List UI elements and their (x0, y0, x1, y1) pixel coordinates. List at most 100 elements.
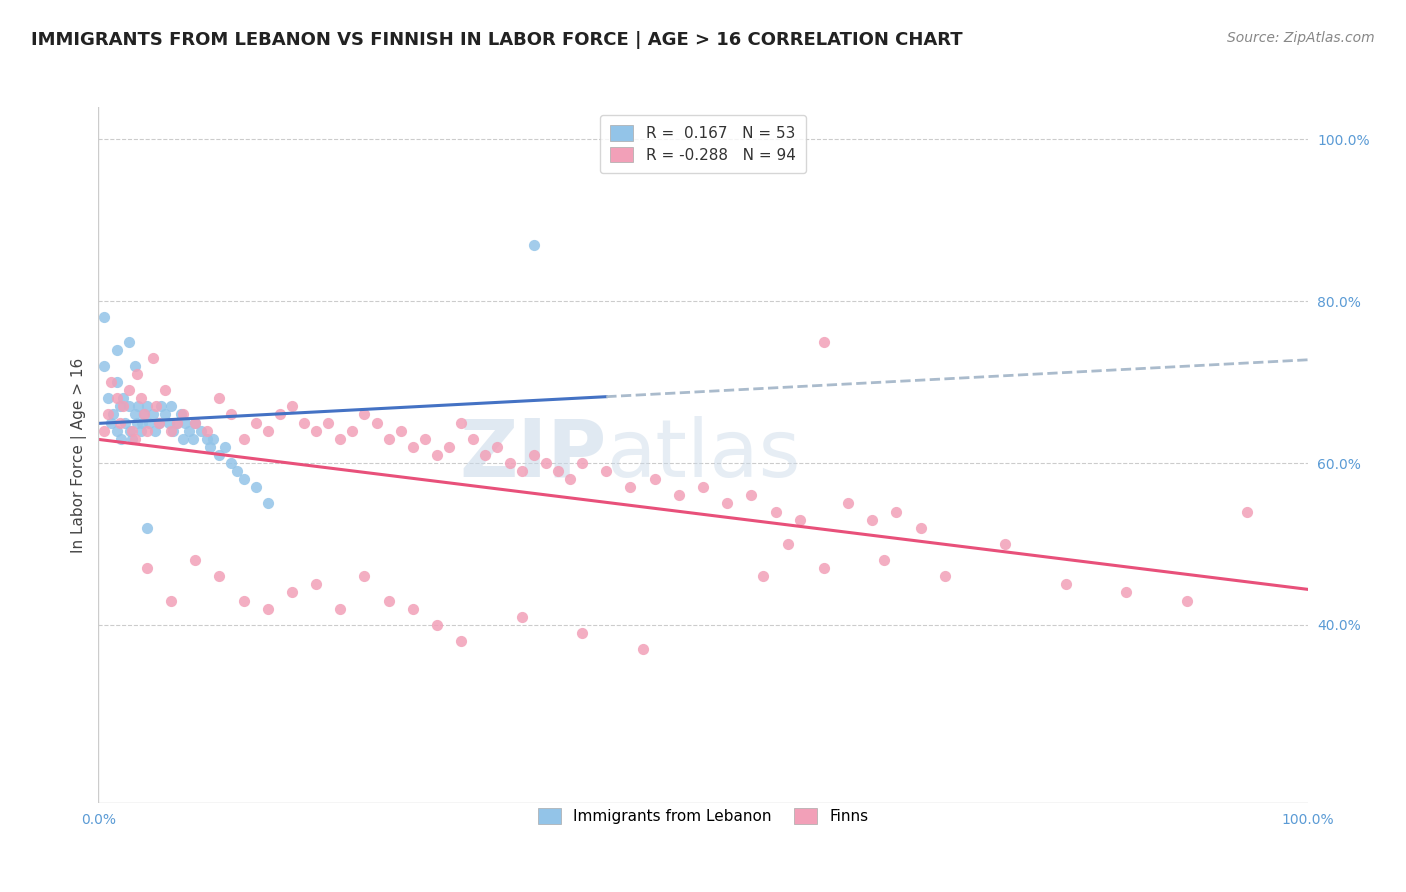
Point (571, 456, 593, 470)
Point (450, 634, 472, 648)
Point (232, 432, 254, 446)
Point (166, 416, 188, 430)
Point (214, 440, 236, 454)
Point (150, 400, 173, 414)
Point (1236, 504, 1258, 518)
Point (160, 593, 183, 607)
Point (510, 464, 533, 478)
Point (232, 593, 254, 607)
Point (813, 334, 835, 349)
Point (172, 408, 194, 422)
Point (179, 424, 201, 438)
Point (138, 416, 160, 430)
Point (281, 585, 304, 599)
Point (160, 424, 183, 438)
Point (169, 408, 191, 422)
Text: Source: ZipAtlas.com: Source: ZipAtlas.com (1227, 31, 1375, 45)
Point (198, 440, 221, 454)
Point (402, 440, 425, 454)
Point (389, 424, 412, 438)
Point (108, 400, 131, 414)
Point (813, 561, 835, 575)
Point (100, 375, 122, 389)
Point (1054, 577, 1077, 591)
Point (110, 432, 132, 446)
Point (145, 400, 167, 414)
Legend: Immigrants from Lebanon, Finns: Immigrants from Lebanon, Finns (529, 799, 877, 833)
Y-axis label: In Labor Force | Age > 16: In Labor Force | Age > 16 (72, 358, 87, 552)
Point (837, 496, 859, 510)
Point (486, 440, 509, 454)
Point (256, 424, 278, 438)
Point (886, 504, 908, 518)
Point (202, 432, 225, 446)
Text: IMMIGRANTS FROM LEBANON VS FINNISH IN LABOR FORCE | AGE > 16 CORRELATION CHART: IMMIGRANTS FROM LEBANON VS FINNISH IN LA… (31, 31, 963, 49)
Point (127, 367, 149, 381)
Point (166, 416, 188, 430)
Point (631, 642, 654, 657)
Point (305, 577, 328, 591)
Point (595, 464, 617, 478)
Point (221, 408, 243, 422)
Point (208, 392, 231, 406)
Point (329, 601, 352, 615)
Point (93, 310, 115, 325)
Point (148, 416, 170, 430)
Point (256, 601, 278, 615)
Point (118, 334, 141, 349)
Point (873, 553, 896, 567)
Point (221, 456, 243, 470)
Point (124, 408, 146, 422)
Point (135, 400, 157, 414)
Point (740, 488, 762, 502)
Point (226, 464, 249, 478)
Point (135, 521, 157, 535)
Point (994, 537, 1017, 551)
Point (195, 432, 218, 446)
Point (118, 424, 141, 438)
Point (134, 408, 156, 422)
Point (93, 359, 115, 373)
Point (619, 480, 641, 494)
Point (558, 472, 581, 486)
Point (208, 448, 231, 462)
Point (305, 424, 328, 438)
Point (437, 440, 460, 454)
Point (256, 496, 278, 510)
Point (789, 513, 811, 527)
Text: ZIP: ZIP (458, 416, 606, 494)
Point (860, 513, 883, 527)
Point (571, 626, 593, 640)
Point (148, 416, 170, 430)
Point (190, 424, 212, 438)
Point (668, 488, 690, 502)
Point (692, 480, 714, 494)
Point (523, 448, 546, 462)
Point (269, 408, 291, 422)
Point (100, 416, 122, 430)
Point (174, 416, 197, 430)
Point (510, 609, 533, 624)
Point (1115, 585, 1137, 599)
Point (127, 416, 149, 430)
Point (208, 569, 231, 583)
Point (195, 424, 218, 438)
Point (184, 416, 207, 430)
Point (121, 432, 143, 446)
Point (135, 424, 157, 438)
Point (181, 432, 204, 446)
Point (245, 480, 267, 494)
Point (93, 424, 115, 438)
Point (342, 424, 364, 438)
Point (114, 416, 136, 430)
Point (184, 416, 207, 430)
Point (232, 472, 254, 486)
Point (377, 432, 399, 446)
Point (118, 383, 141, 397)
Point (105, 375, 128, 389)
Point (97, 408, 120, 422)
Point (129, 424, 152, 438)
Point (153, 408, 176, 422)
Point (366, 416, 388, 430)
Point (142, 351, 165, 365)
